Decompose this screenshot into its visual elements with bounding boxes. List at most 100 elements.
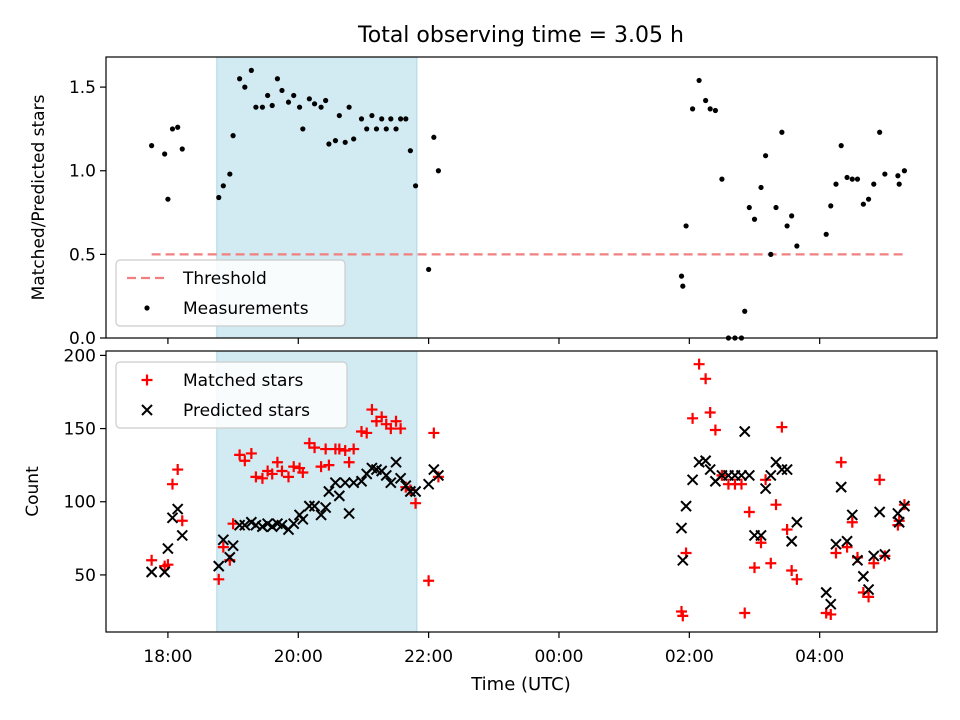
series-matched-stars <box>146 358 910 622</box>
legend-marker <box>144 305 150 311</box>
data-point <box>846 516 858 528</box>
data-point <box>276 465 288 477</box>
data-point <box>739 607 751 619</box>
data-point <box>383 126 389 132</box>
data-point <box>781 463 793 476</box>
data-point <box>410 497 422 509</box>
data-point <box>412 183 419 189</box>
data-point <box>868 557 880 569</box>
data-point <box>326 141 332 147</box>
data-point <box>318 104 324 110</box>
data-point <box>873 506 886 518</box>
data-point <box>266 468 278 480</box>
data-point <box>677 610 689 622</box>
data-point <box>306 96 312 102</box>
data-point <box>385 423 397 435</box>
data-point <box>265 92 271 99</box>
data-point <box>895 173 901 179</box>
data-point <box>379 116 385 122</box>
data-point <box>291 92 297 99</box>
data-point <box>791 516 803 528</box>
data-point <box>770 499 782 511</box>
data-point <box>841 535 853 547</box>
data-point <box>409 485 422 498</box>
data-point <box>303 500 316 512</box>
data-point <box>865 196 872 202</box>
data-point <box>230 133 236 139</box>
data-point <box>755 529 767 542</box>
data-point <box>394 472 407 485</box>
data-point <box>308 500 321 512</box>
y-tick-label: 100 <box>64 493 96 513</box>
data-point <box>169 126 176 132</box>
data-point <box>898 499 910 511</box>
data-point <box>755 537 767 549</box>
data-point <box>336 112 342 119</box>
data-point <box>825 608 837 620</box>
data-point <box>857 570 870 583</box>
data-point <box>355 425 367 437</box>
data-point <box>233 519 246 531</box>
data-point <box>297 513 309 526</box>
data-point <box>404 485 417 498</box>
data-point <box>746 204 752 211</box>
data-point <box>432 469 445 482</box>
data-point <box>768 251 774 257</box>
data-point <box>390 456 402 468</box>
data-point <box>297 466 309 478</box>
data-point <box>333 490 346 502</box>
data-point <box>358 116 365 122</box>
data-point <box>743 469 755 482</box>
data-point <box>868 550 880 562</box>
data-point <box>158 566 171 578</box>
legend-label: Matched stars <box>183 371 303 391</box>
legend-box <box>115 259 346 327</box>
x-tick-label: 02:00 <box>665 647 714 667</box>
count-panel: 50 100 150 200 18:00 20:00 22:00 00:00 02:00 04:0… <box>23 346 938 667</box>
data-point <box>309 442 321 454</box>
legend-marker <box>141 374 153 386</box>
y-axis-label: Matched/Predicted stars <box>29 94 49 300</box>
data-point <box>271 456 283 468</box>
data-point <box>343 456 355 468</box>
data-point <box>253 104 259 110</box>
series-predicted-stars <box>145 425 911 610</box>
data-point <box>162 151 168 157</box>
data-point <box>776 421 788 433</box>
x-tick-label: 18:00 <box>143 647 192 667</box>
data-point <box>364 126 370 132</box>
data-point <box>833 181 839 187</box>
data-point <box>323 97 329 104</box>
data-point <box>862 583 875 596</box>
data-point <box>332 138 339 144</box>
data-point <box>227 171 233 177</box>
data-point <box>266 520 278 533</box>
data-point <box>369 112 375 119</box>
data-point <box>342 139 348 145</box>
data-point <box>874 474 886 486</box>
data-point <box>217 541 229 553</box>
data-point <box>403 116 409 122</box>
data-point <box>776 463 788 476</box>
data-point <box>851 554 864 566</box>
y-tick-label: 1.0 <box>69 162 96 182</box>
data-point <box>245 447 257 459</box>
data-point <box>879 548 891 561</box>
data-point <box>165 196 171 202</box>
data-point <box>366 404 378 416</box>
data-point <box>407 148 413 154</box>
data-point <box>227 539 239 552</box>
y-tick-label: 1.5 <box>69 78 96 98</box>
data-point <box>146 554 158 566</box>
data-point <box>838 143 844 149</box>
data-point <box>863 591 875 603</box>
data-point <box>175 124 181 130</box>
data-point <box>428 427 440 439</box>
data-point <box>373 126 380 132</box>
data-point <box>348 443 360 455</box>
legend-label: Predicted stars <box>183 401 310 421</box>
data-point <box>781 524 793 536</box>
data-point <box>234 449 246 461</box>
data-point <box>385 477 397 489</box>
